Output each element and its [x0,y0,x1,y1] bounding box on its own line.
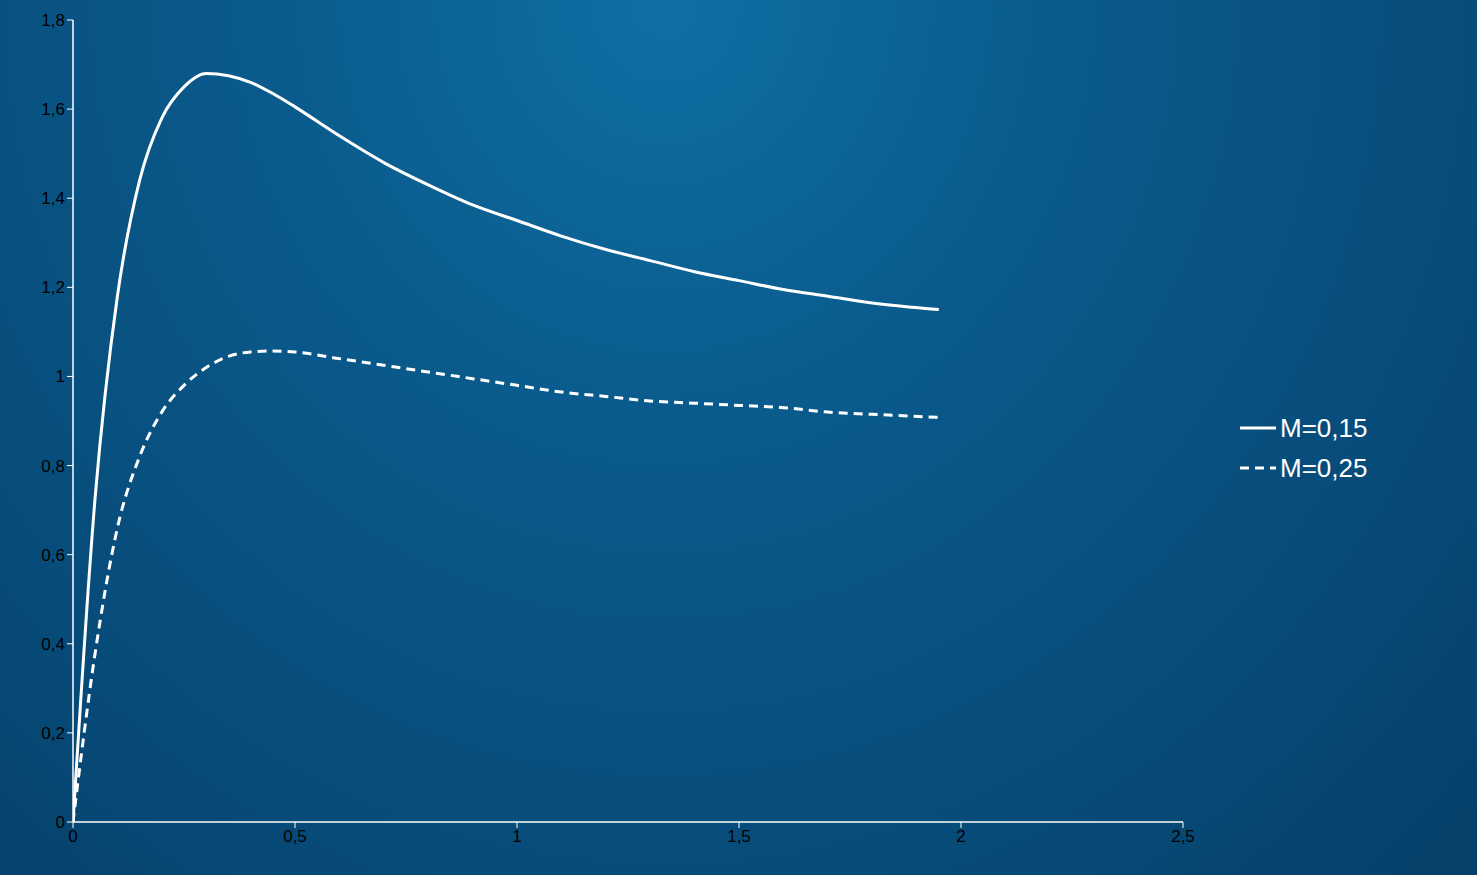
svg-text:1: 1 [56,367,65,386]
svg-text:0,4: 0,4 [41,635,65,654]
svg-text:1,5: 1,5 [727,827,751,846]
svg-text:1: 1 [512,827,521,846]
svg-text:0,6: 0,6 [41,546,65,565]
svg-text:1,4: 1,4 [41,189,65,208]
svg-text:1,6: 1,6 [41,100,65,119]
svg-text:0: 0 [56,813,65,832]
svg-text:2,5: 2,5 [1171,827,1195,846]
html-text:M=0,25: M=0,25 [1280,452,1368,483]
svg-text:2: 2 [956,827,965,846]
html-text:M=0,15: M=0,15 [1280,412,1368,443]
svg-text:0,5: 0,5 [283,827,307,846]
svg-text:0,8: 0,8 [41,457,65,476]
svg-text:1,8: 1,8 [41,11,65,30]
svg-text:1,2: 1,2 [41,278,65,297]
svg-text:0: 0 [68,827,77,846]
svg-text:0,2: 0,2 [41,724,65,743]
